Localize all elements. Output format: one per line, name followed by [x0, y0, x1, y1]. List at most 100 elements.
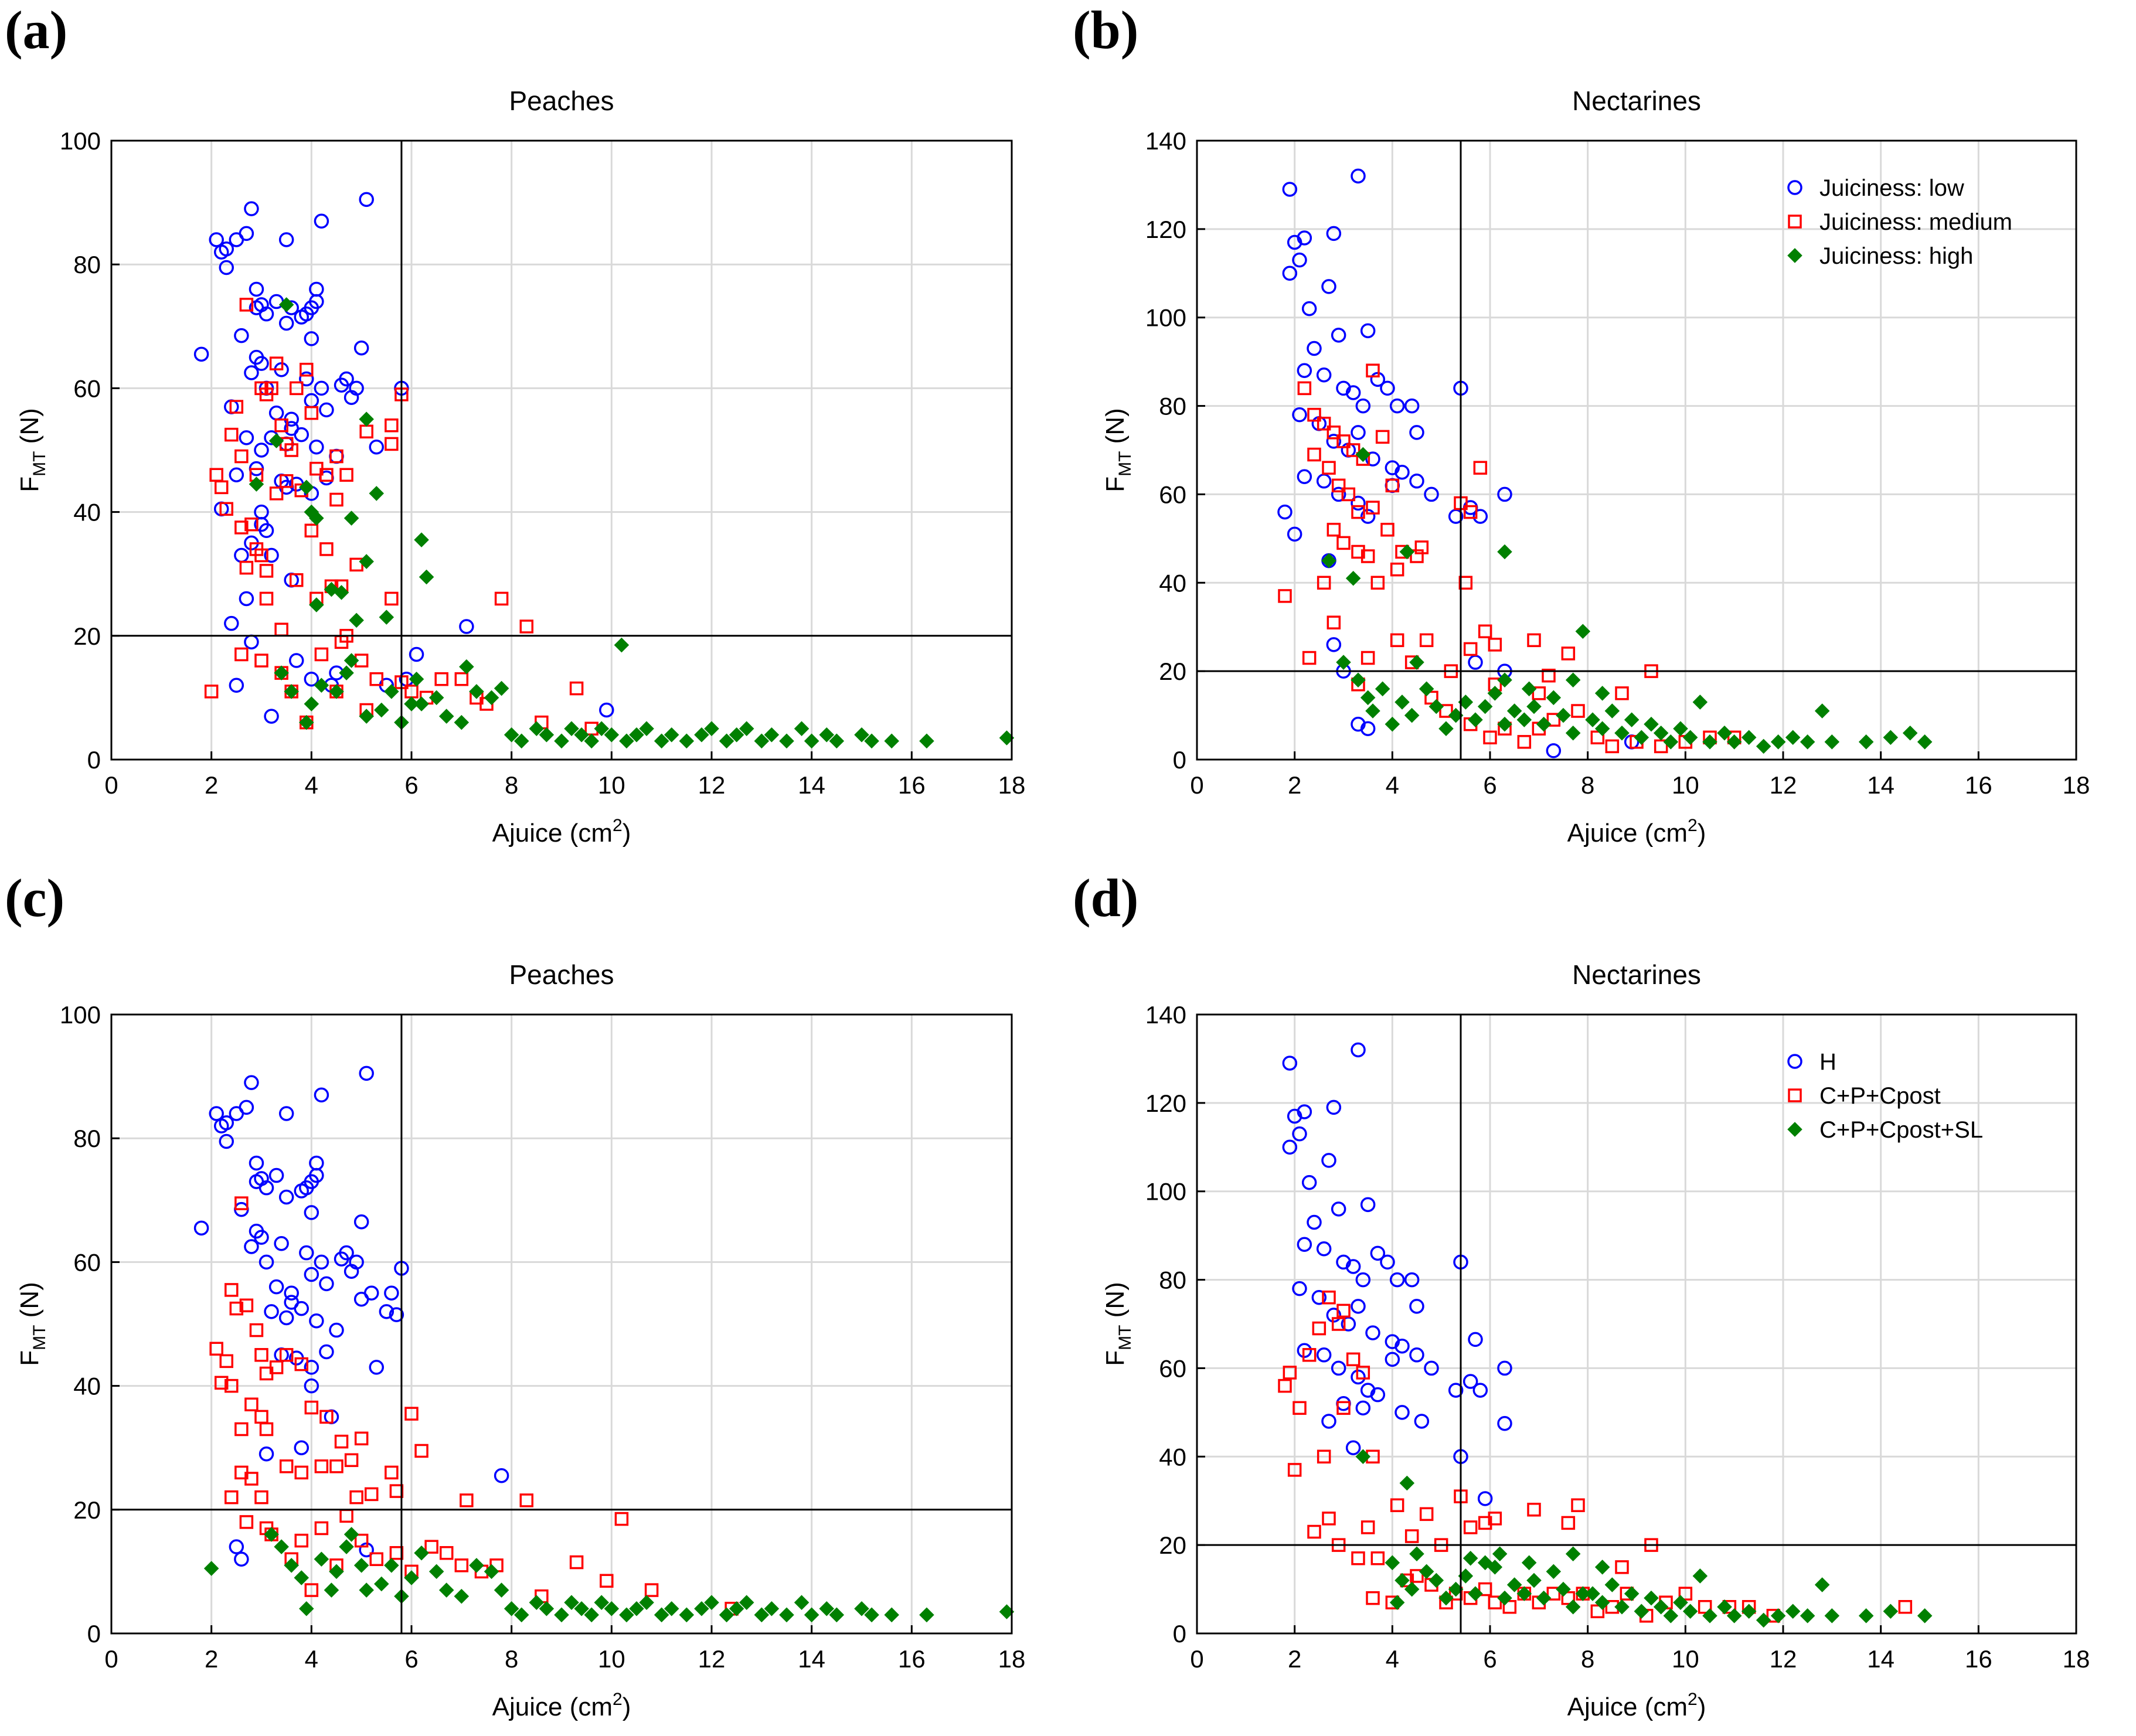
data-point-high: [469, 684, 484, 699]
data-point-medium: [385, 437, 399, 451]
legend-marker-low: [1787, 180, 1802, 195]
data-point-medium: [225, 427, 239, 442]
data-point-high: [1785, 1604, 1801, 1619]
data-point-medium: [1404, 1529, 1419, 1543]
data-point-low: [1307, 1214, 1322, 1230]
data-point-low: [264, 709, 279, 724]
data-point-low: [244, 1075, 259, 1090]
data-point-high: [694, 1601, 709, 1616]
y-tick-label: 20: [73, 1496, 101, 1524]
data-point-high: [1756, 738, 1771, 754]
data-points: [193, 192, 1015, 749]
x-tick-label: 10: [1672, 1645, 1699, 1673]
data-point-high: [349, 612, 364, 628]
data-point-low: [459, 619, 474, 634]
data-point-high: [764, 727, 780, 743]
data-point-high: [854, 1601, 869, 1616]
data-point-high: [729, 1601, 744, 1616]
data-point-high: [1497, 544, 1512, 560]
data-point-high: [359, 1582, 374, 1598]
data-point-high: [1556, 707, 1571, 723]
x-axis-label-sup: 2: [1688, 1690, 1698, 1709]
data-point-medium: [1360, 651, 1375, 665]
data-point-low: [1370, 1245, 1386, 1261]
legend-marker-low: [1787, 1054, 1802, 1069]
data-point-low: [259, 1446, 274, 1462]
data-point-high: [284, 1558, 299, 1573]
data-point-low: [1292, 252, 1307, 268]
data-point-low: [1345, 385, 1361, 400]
data-point-low: [234, 547, 249, 563]
data-point-high: [1521, 681, 1537, 697]
data-point-low: [314, 213, 329, 229]
data-point-medium: [289, 573, 304, 587]
data-point-high: [494, 1582, 509, 1598]
ticks: 0 2 4 6 8 10 12 14 16 18 0 20 40 60 80 100: [60, 127, 1025, 799]
data-point-low: [254, 1230, 269, 1245]
data-point-high: [494, 680, 509, 696]
data-point-high: [1506, 1577, 1522, 1592]
data-point-medium: [264, 381, 278, 396]
data-point-medium: [259, 1422, 274, 1437]
data-point-high: [329, 1564, 344, 1580]
data-point-low: [264, 547, 279, 563]
y-axis-label: FMT (N): [1101, 1282, 1135, 1366]
data-point-high: [1546, 1564, 1562, 1580]
data-point-high: [1717, 1599, 1732, 1615]
data-point-high: [1336, 655, 1351, 670]
data-point-medium: [274, 622, 288, 636]
data-point-high: [1594, 1595, 1610, 1610]
data-point-low: [1462, 1374, 1478, 1389]
data-point-medium: [1327, 615, 1341, 629]
data-point-medium: [254, 548, 268, 563]
legend-label-low: H: [1819, 1049, 1836, 1075]
data-point-medium: [1571, 1498, 1585, 1513]
data-point-high: [1644, 1590, 1659, 1606]
x-axis-label: Ajuice (cm2): [1567, 1690, 1706, 1721]
data-point-medium: [304, 1400, 319, 1415]
data-point-low: [234, 328, 249, 343]
y-tick-label: 140: [1145, 127, 1186, 155]
data-point-high: [1428, 1572, 1444, 1588]
x-tick-label: 0: [104, 771, 118, 799]
data-point-medium: [364, 1487, 379, 1502]
x-axis-label-text: Ajuice (cm: [1567, 1693, 1688, 1721]
data-point-high: [594, 1595, 610, 1610]
legend-label-medium: Juiciness: medium: [1819, 209, 2012, 235]
data-point-medium: [600, 1574, 614, 1588]
data-point-medium: [424, 1540, 438, 1554]
data-point-high: [854, 727, 869, 743]
data-point-medium: [385, 591, 399, 606]
data-point-medium: [1283, 1366, 1297, 1380]
y-tick-label: 60: [1159, 1354, 1186, 1382]
legend-label-medium: C+P+Cpost: [1819, 1083, 1941, 1109]
data-point-low: [309, 1155, 324, 1171]
data-point-high: [1858, 734, 1874, 750]
data-point-high: [1756, 1612, 1771, 1628]
data-point-low: [353, 1214, 369, 1230]
data-point-high: [819, 1601, 835, 1616]
data-point-low: [239, 430, 254, 445]
y-tick-label: 40: [1159, 569, 1186, 597]
data-point-medium: [354, 1431, 369, 1446]
x-tick-label: 2: [205, 771, 218, 799]
data-point-high: [1614, 1599, 1630, 1615]
data-point-high: [1365, 703, 1380, 719]
data-point-low: [294, 1440, 309, 1455]
x-axis-label-sup: 2: [613, 816, 623, 835]
data-point-high: [1536, 1590, 1552, 1606]
data-point-medium: [219, 502, 234, 516]
data-point-low: [1326, 1100, 1342, 1115]
data-point-high: [459, 659, 474, 675]
data-point-low: [339, 371, 354, 387]
data-point-high: [1726, 734, 1742, 750]
data-point-medium: [1590, 1604, 1605, 1619]
data-point-low: [193, 346, 209, 362]
x-tick-label: 2: [205, 1645, 218, 1673]
y-tick-label: 40: [73, 499, 101, 526]
y-tick-label: 20: [1159, 1531, 1186, 1559]
data-point-high: [1770, 734, 1786, 750]
x-tick-label: 18: [2063, 771, 2090, 799]
data-point-high: [1624, 712, 1640, 727]
data-point-medium: [519, 1493, 534, 1507]
